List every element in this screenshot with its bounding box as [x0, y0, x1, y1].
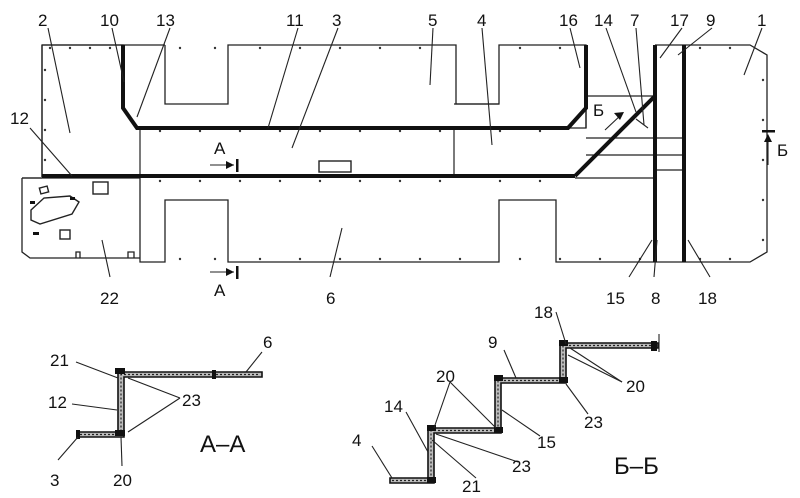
callout-17: 17: [670, 11, 689, 30]
section-aa-label-23: 23: [182, 391, 201, 410]
rivet-dots: [43, 46, 765, 261]
section-mark-a: А А: [210, 139, 239, 300]
cutout-slot-3: [70, 197, 75, 200]
panel-2-outline: [41, 44, 123, 177]
section-bb-label-15: 15: [537, 433, 556, 452]
section-mark-b-left: Б: [593, 101, 604, 120]
section-aa-title: А–А: [200, 431, 245, 458]
section-bb-label-4: 4: [352, 431, 361, 450]
section-mark-a-bottom: А: [214, 281, 226, 300]
panel-22-notches: [75, 251, 135, 258]
section-aa: 21 12 23 6 3 20 А–А: [48, 333, 272, 490]
callout-16: 16: [559, 11, 578, 30]
callout-leaders: [29, 27, 763, 278]
section-mark-b: Б Б: [593, 101, 788, 165]
section-bb-label-18: 18: [534, 303, 553, 322]
section-bb: 18 9 20 20 23 15 14 4 23 21 Б–Б: [352, 303, 660, 496]
internal-seams: [22, 128, 684, 179]
callout-7: 7: [630, 11, 639, 30]
callout-9: 9: [706, 11, 715, 30]
callout-2: 2: [38, 11, 47, 30]
callout-5: 5: [428, 11, 437, 30]
callout-11: 11: [286, 11, 304, 30]
section-aa-label-3: 3: [50, 471, 59, 490]
section-bb-label-9: 9: [488, 333, 497, 352]
cutout-large: [30, 195, 80, 225]
cutout-square: [92, 181, 109, 195]
callout-4: 4: [477, 11, 486, 30]
panel-22-outline: [21, 178, 140, 259]
section-aa-profile: [77, 371, 263, 438]
frame-outline: [654, 44, 685, 263]
callout-14: 14: [594, 11, 613, 30]
callout-3: 3: [332, 11, 341, 30]
section-bb-label-23-right: 23: [584, 413, 603, 432]
section-bb-label-20-left: 20: [436, 367, 455, 386]
callout-1: 1: [757, 11, 766, 30]
cutout-slot-1: [30, 201, 35, 204]
cutout-small: [59, 229, 71, 240]
panel-5-outline: [164, 44, 499, 105]
plan-view: А А Б Б: [10, 11, 788, 308]
cutout-tiny: [38, 185, 50, 195]
section-aa-label-21: 21: [50, 351, 69, 370]
section-mark-a-top: А: [214, 139, 226, 158]
section-aa-label-6: 6: [263, 333, 272, 352]
callout-10: 10: [100, 11, 119, 30]
panel-1-outline: [684, 44, 768, 263]
section-bb-label-14: 14: [384, 397, 403, 416]
panel-15-outline: [575, 169, 684, 179]
callout-15: 15: [606, 289, 625, 308]
section-bb-label-21: 21: [462, 477, 481, 496]
section-bb-label-20-right: 20: [626, 377, 645, 396]
section-bb-label-23-left: 23: [512, 457, 531, 476]
panel-22-cutouts: [30, 181, 109, 240]
callout-12: 12: [10, 109, 29, 128]
callout-13: 13: [156, 11, 175, 30]
section-aa-label-12: 12: [48, 393, 67, 412]
section-bb-profile: [389, 342, 659, 484]
callout-18: 18: [698, 289, 717, 308]
section-mark-b-right: Б: [777, 141, 788, 160]
section-aa-label-20: 20: [113, 471, 132, 490]
cutout-slot-2: [33, 232, 39, 235]
callout-22: 22: [100, 289, 119, 308]
weld-line-14: [573, 94, 657, 178]
callout-8: 8: [651, 289, 660, 308]
callout-6: 6: [326, 289, 335, 308]
weld-line-11: [42, 45, 588, 178]
section-bb-title: Б–Б: [614, 453, 659, 480]
plate-cutout: [318, 160, 352, 173]
lower-panel-outline: [22, 177, 655, 263]
